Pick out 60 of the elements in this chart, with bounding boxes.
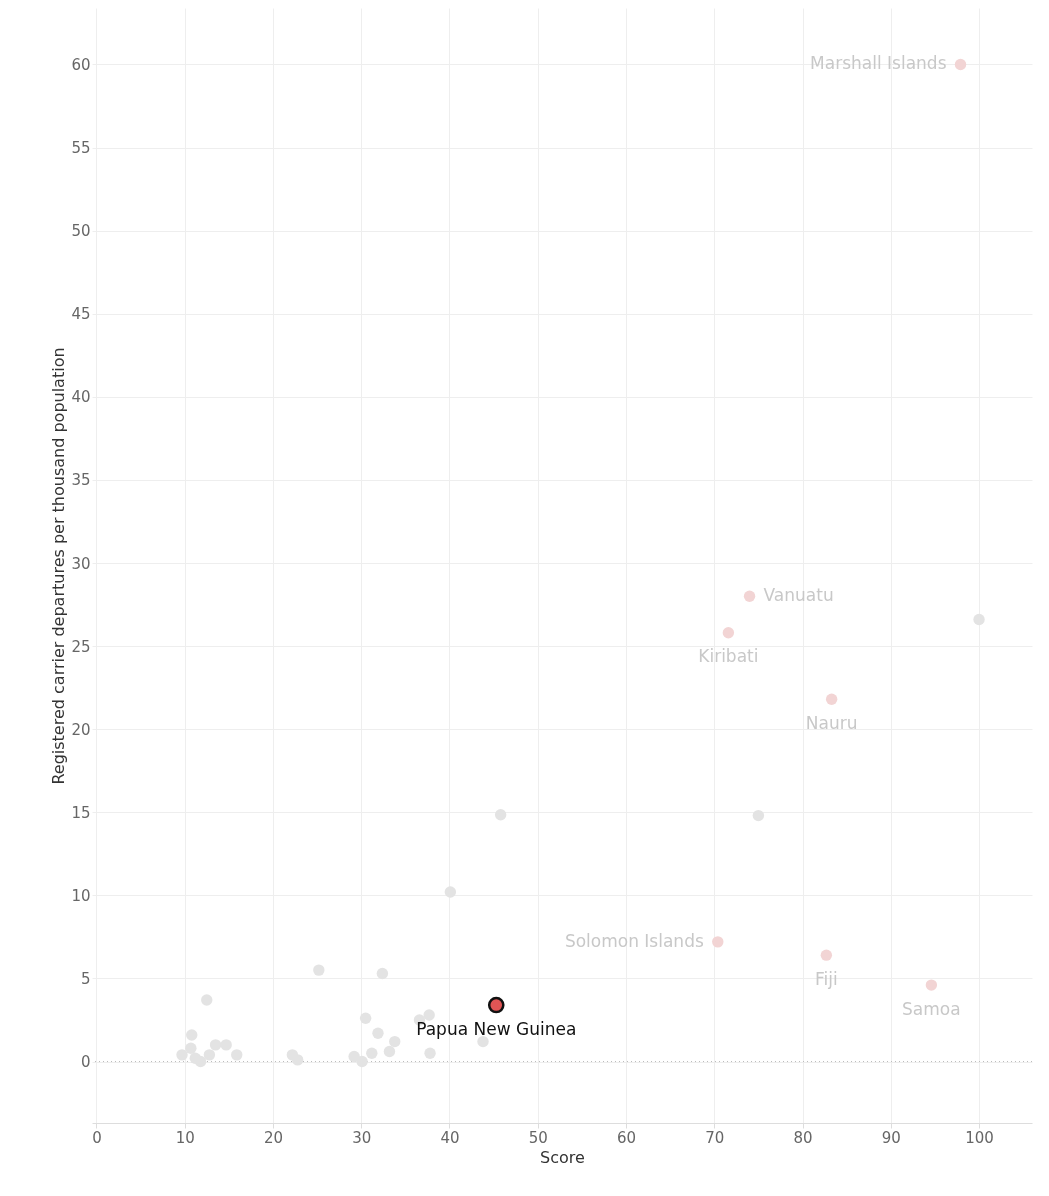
point bbox=[201, 994, 213, 1006]
point bbox=[925, 979, 938, 991]
point bbox=[176, 1049, 188, 1061]
x-tick-label: 20 bbox=[263, 1128, 283, 1147]
annotation: Papua New Guinea bbox=[416, 1019, 577, 1040]
y-tick-label: 60 bbox=[71, 56, 91, 74]
point bbox=[356, 1055, 368, 1068]
point bbox=[973, 613, 985, 626]
point bbox=[383, 1045, 396, 1058]
y-tick-label: 20 bbox=[71, 720, 91, 739]
y-tick-label: 30 bbox=[71, 554, 91, 573]
y-tick-label: 40 bbox=[71, 388, 91, 407]
y-axis-title: Registered carrier departures per thousand population bbox=[49, 347, 69, 785]
x-tick-label: 80 bbox=[793, 1128, 813, 1147]
point bbox=[231, 1049, 243, 1061]
y-tick-label: 15 bbox=[71, 803, 91, 822]
point bbox=[186, 1029, 198, 1041]
point bbox=[743, 590, 756, 602]
point bbox=[194, 1055, 207, 1068]
y-tick-label: 35 bbox=[71, 471, 91, 490]
point bbox=[209, 1039, 222, 1051]
point bbox=[366, 1047, 378, 1059]
y-tick-label: 5 bbox=[80, 969, 91, 988]
point bbox=[722, 627, 735, 639]
x-tick-label: 10 bbox=[175, 1128, 195, 1147]
x-tick-label: 70 bbox=[705, 1128, 725, 1147]
x-tick-label: 100 bbox=[965, 1128, 994, 1147]
x-tick-label: 50 bbox=[528, 1128, 548, 1147]
point bbox=[220, 1039, 232, 1051]
point bbox=[372, 1027, 384, 1039]
x-tick-label: 40 bbox=[440, 1128, 460, 1147]
x-tick-label: 90 bbox=[881, 1128, 901, 1147]
y-tick-label: 10 bbox=[71, 886, 91, 905]
point bbox=[954, 58, 967, 71]
point bbox=[203, 1049, 216, 1061]
point bbox=[423, 1009, 435, 1021]
y-tick-label: 50 bbox=[71, 222, 91, 241]
point bbox=[291, 1054, 304, 1066]
point bbox=[487, 996, 505, 1014]
point bbox=[424, 1047, 436, 1059]
point bbox=[376, 967, 389, 980]
point bbox=[712, 936, 724, 948]
x-axis-title: Score bbox=[540, 1147, 585, 1167]
y-tick-label: 25 bbox=[71, 637, 91, 656]
point bbox=[825, 693, 838, 705]
point bbox=[389, 1035, 401, 1048]
point bbox=[185, 1042, 197, 1054]
point bbox=[348, 1050, 360, 1063]
point bbox=[313, 964, 325, 976]
point bbox=[820, 949, 833, 961]
y-tick-label: 45 bbox=[71, 305, 91, 324]
point bbox=[477, 1035, 489, 1048]
point bbox=[494, 809, 507, 821]
x-tick-label: 30 bbox=[352, 1128, 372, 1147]
point bbox=[752, 809, 765, 822]
x-tick-label: 60 bbox=[616, 1128, 637, 1147]
point bbox=[444, 886, 457, 898]
y-tick-label: 0 bbox=[80, 1053, 91, 1072]
y-tick-label: 55 bbox=[71, 139, 91, 158]
point bbox=[359, 1012, 372, 1024]
